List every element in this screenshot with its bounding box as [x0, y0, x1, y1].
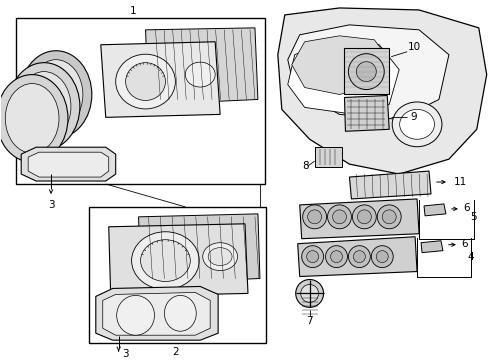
Polygon shape [349, 171, 430, 199]
Text: 5: 5 [469, 212, 476, 222]
Bar [89, 207, 265, 343]
Ellipse shape [116, 54, 175, 109]
Ellipse shape [391, 102, 441, 147]
Circle shape [370, 246, 392, 267]
Ellipse shape [0, 75, 68, 162]
Ellipse shape [131, 232, 199, 289]
Circle shape [302, 205, 326, 229]
Polygon shape [21, 147, 116, 181]
Circle shape [306, 251, 318, 262]
Circle shape [352, 205, 376, 229]
Polygon shape [145, 28, 257, 104]
Ellipse shape [29, 60, 82, 129]
Polygon shape [287, 40, 398, 114]
Ellipse shape [8, 63, 80, 150]
Text: 6: 6 [461, 239, 467, 249]
Circle shape [325, 246, 347, 267]
Ellipse shape [17, 72, 71, 141]
Ellipse shape [117, 296, 154, 335]
Ellipse shape [5, 84, 59, 153]
Circle shape [357, 210, 370, 224]
Text: 7: 7 [305, 316, 312, 326]
Text: 8: 8 [302, 161, 308, 171]
Bar [314, 147, 342, 167]
Text: 9: 9 [410, 112, 417, 122]
Ellipse shape [140, 240, 190, 282]
Text: 11: 11 [453, 177, 467, 187]
Ellipse shape [20, 51, 92, 138]
Polygon shape [299, 199, 418, 239]
Circle shape [307, 210, 321, 224]
Bar [16, 18, 264, 184]
Polygon shape [138, 214, 260, 283]
Circle shape [348, 246, 369, 267]
Circle shape [330, 251, 342, 262]
Text: 4: 4 [467, 252, 473, 262]
Polygon shape [101, 42, 220, 117]
Polygon shape [102, 292, 210, 335]
Polygon shape [108, 224, 247, 296]
Circle shape [327, 205, 351, 229]
Polygon shape [96, 287, 218, 340]
Text: 6: 6 [463, 203, 469, 213]
Polygon shape [287, 25, 448, 120]
Ellipse shape [185, 62, 215, 87]
Text: 3: 3 [122, 349, 129, 359]
Polygon shape [344, 95, 388, 131]
Ellipse shape [399, 109, 434, 139]
Circle shape [300, 284, 318, 302]
Polygon shape [420, 241, 442, 253]
Circle shape [353, 251, 365, 262]
Text: 2: 2 [172, 347, 178, 357]
Polygon shape [28, 152, 108, 177]
Bar [344, 48, 388, 94]
Circle shape [332, 210, 346, 224]
Polygon shape [423, 204, 445, 216]
Ellipse shape [125, 63, 165, 100]
Circle shape [377, 205, 400, 229]
Text: 3: 3 [48, 200, 54, 210]
Text: 10: 10 [407, 42, 420, 52]
Polygon shape [297, 237, 416, 276]
Circle shape [348, 54, 384, 90]
Text: 1: 1 [130, 6, 137, 16]
Ellipse shape [208, 248, 232, 266]
Circle shape [356, 62, 376, 82]
Circle shape [301, 246, 323, 267]
Circle shape [382, 210, 395, 224]
Circle shape [295, 279, 323, 307]
Ellipse shape [164, 296, 196, 331]
Polygon shape [291, 36, 388, 94]
Ellipse shape [203, 243, 237, 271]
Polygon shape [277, 8, 486, 174]
Circle shape [376, 251, 387, 262]
